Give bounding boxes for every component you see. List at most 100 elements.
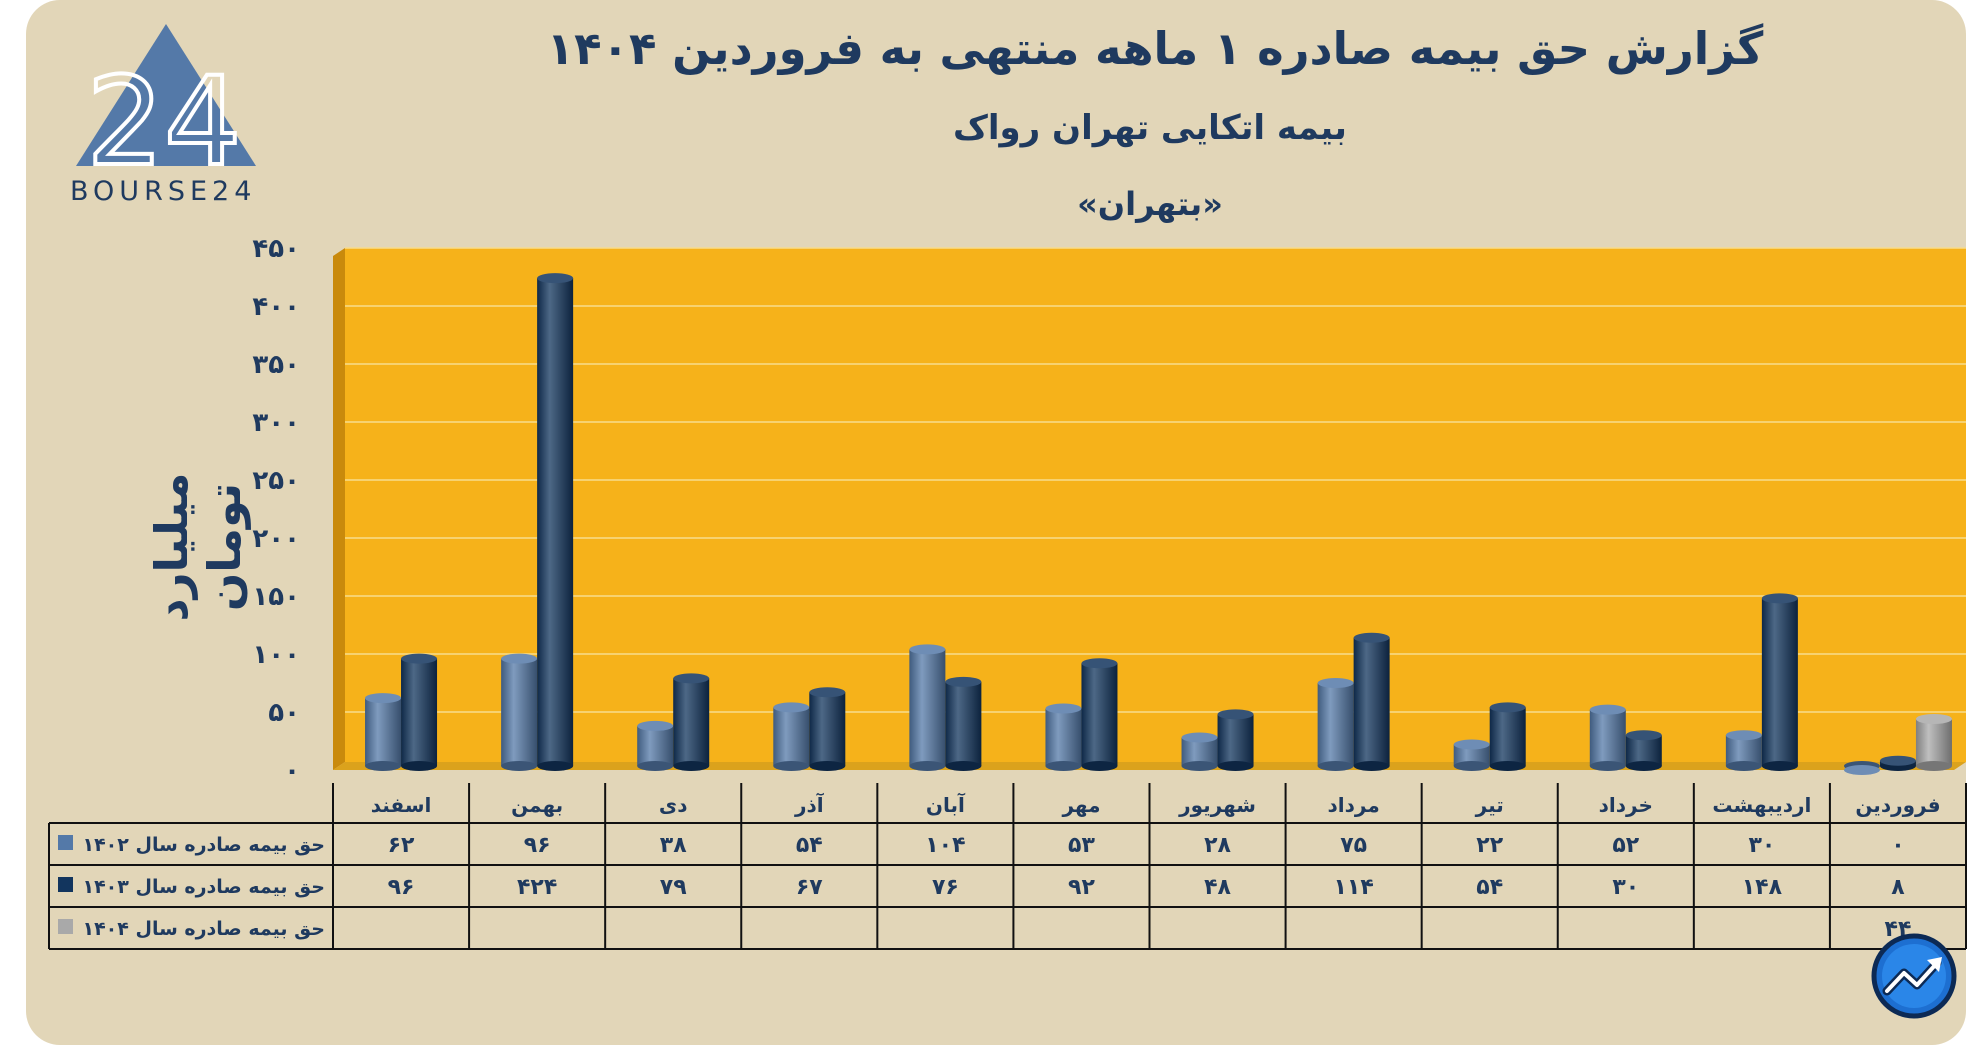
x-tick-label: آذر [794, 792, 825, 817]
y-tick-label: ۱۰۰ [252, 640, 300, 670]
bar-cap [537, 273, 574, 284]
bar-base [637, 761, 674, 771]
data-label: ۱۱۴ [1333, 875, 1373, 900]
bar-base [673, 761, 710, 771]
bar [501, 658, 538, 766]
bar-base [1217, 761, 1254, 771]
x-tick-label: مهر [1061, 793, 1100, 817]
x-tick-label: بهمن [511, 793, 563, 817]
bar-base [809, 761, 846, 771]
data-label: ۸ [1891, 875, 1905, 900]
y-tick-label: ۴۵۰ [252, 234, 300, 264]
bar [401, 658, 438, 766]
bar-base [1625, 761, 1662, 771]
data-label: ۲۸ [1204, 833, 1231, 858]
bar [1725, 735, 1762, 766]
bar-base [1915, 761, 1952, 771]
bar-cap [945, 676, 982, 687]
bar-cap [401, 653, 438, 664]
x-tick-label: تیر [1475, 793, 1504, 817]
data-label: ۵۳ [1068, 833, 1095, 858]
bar-cap [501, 653, 538, 664]
bar-cap [1353, 632, 1390, 643]
data-label: ۲۲ [1476, 833, 1503, 858]
bourse24-logo: 24 [76, 24, 256, 174]
bar-base [537, 761, 574, 771]
data-label: ۶۷ [796, 875, 823, 900]
bar-base [1081, 761, 1118, 771]
y-tick-label: ۳۰۰ [252, 408, 300, 438]
data-label: ۵۴ [1476, 875, 1503, 900]
bar [1625, 735, 1662, 766]
data-label: ۹۶ [524, 833, 551, 858]
x-tick-label: دی [659, 793, 688, 817]
bar-cap [1453, 739, 1490, 750]
bar [537, 278, 574, 766]
bar-cap [1045, 703, 1082, 714]
legend-swatch-1404 [58, 919, 73, 934]
y-tick-label: ۵۰ [268, 698, 300, 728]
bar [637, 725, 674, 766]
bar-base [1045, 761, 1082, 771]
bar [1217, 714, 1254, 766]
data-label: ۰ [1891, 833, 1904, 858]
chart-subtitle: بیمه اتکایی تهران رواک [953, 108, 1347, 148]
bar-cap [637, 720, 674, 731]
data-label: ۴۸ [1204, 875, 1231, 900]
bar-cap [773, 702, 810, 713]
bar-cap [1589, 704, 1626, 715]
bar-cap [1081, 658, 1118, 669]
logo-mark: 24 [86, 51, 241, 174]
x-tick-label: آبان [926, 792, 966, 817]
bar-cap [809, 687, 846, 698]
legend-entry: حق بیمه صادره سال ۱۴۰۳ [82, 876, 325, 898]
bar-base [365, 761, 402, 771]
bar [1081, 663, 1118, 766]
bar-base [945, 761, 982, 771]
chart-title: گزارش حق بیمه صادره ۱ ماهه منتهی به فرور… [546, 22, 1764, 75]
data-label: ۳۰ [1748, 833, 1775, 858]
x-tick-label: اسفند [371, 793, 432, 817]
legend-swatch-1403 [58, 877, 73, 892]
bar-cap [1915, 713, 1952, 724]
data-label: ۷۶ [932, 875, 959, 900]
bar-base [1589, 761, 1626, 771]
x-tick-label: شهریور [1178, 793, 1256, 817]
bar [909, 649, 946, 766]
plot-floor [333, 762, 1966, 770]
y-tick-label: ۰ [284, 756, 300, 786]
legend-entry: حق بیمه صادره سال ۱۴۰۴ [82, 918, 325, 940]
x-tick-label: خرداد [1599, 793, 1653, 817]
bar-cap [1625, 730, 1662, 741]
bar-base [1761, 761, 1798, 771]
bar-cap [1725, 730, 1762, 741]
data-label: ۱۰۴ [925, 833, 965, 858]
y-tick-label: ۲۵۰ [252, 466, 300, 496]
bar [809, 692, 846, 766]
bar [1045, 708, 1082, 766]
bar [1915, 718, 1952, 766]
bar [1589, 709, 1626, 766]
bar-cap [1181, 732, 1218, 743]
y-tick-label: ۳۵۰ [252, 350, 300, 380]
data-label: ۱۴۸ [1742, 875, 1783, 900]
bar [1761, 598, 1798, 766]
x-tick-label: فروردین [1855, 793, 1940, 817]
data-label: ۳۸ [660, 833, 687, 858]
data-label: ۹۶ [388, 875, 415, 900]
bar-base [1181, 761, 1218, 771]
bar [1353, 637, 1390, 766]
bar-base [1725, 761, 1762, 771]
bar-cap [1843, 765, 1880, 775]
bar-cap [365, 693, 402, 704]
y-tick-label: ۲۰۰ [252, 524, 300, 554]
data-label: ۹۲ [1068, 875, 1095, 900]
bar-base [773, 761, 810, 771]
plot-side-wall [333, 248, 345, 770]
bar-cap [1879, 755, 1916, 766]
bar-cap [1317, 678, 1354, 688]
bar-cap [1489, 702, 1526, 713]
bar [365, 698, 402, 766]
bar-base [1453, 761, 1490, 771]
